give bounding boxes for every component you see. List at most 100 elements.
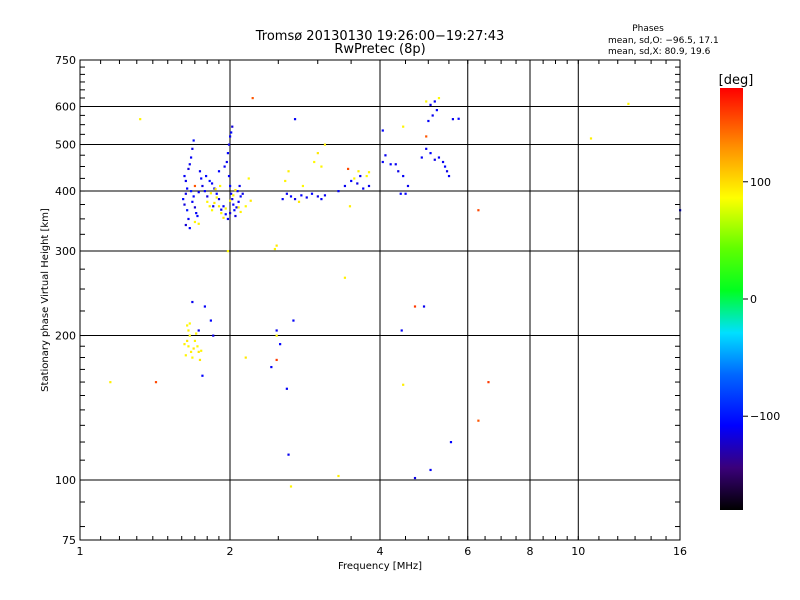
data-point — [226, 217, 230, 221]
data-point — [346, 167, 350, 171]
data-point — [188, 163, 191, 166]
data-point — [239, 195, 242, 198]
y-tick-labels: 75 100 200 300 400 500 600 750 — [55, 54, 76, 547]
data-point — [402, 383, 405, 386]
data-point — [200, 349, 203, 352]
data-point — [589, 137, 593, 140]
y-tick-label: 100 — [55, 474, 76, 487]
data-point — [425, 135, 428, 138]
data-point — [182, 198, 185, 201]
y-tick-label: 200 — [55, 330, 76, 343]
data-point — [191, 300, 194, 304]
data-point — [420, 156, 423, 159]
data-point — [413, 305, 417, 308]
data-point — [381, 129, 384, 132]
data-point — [217, 198, 221, 201]
plot-frame — [79, 59, 681, 541]
data-point — [287, 170, 290, 173]
phases-mean-x: mean, sd,X: 80.9, 19.6 — [608, 47, 711, 57]
data-point — [425, 100, 428, 103]
data-point — [187, 345, 190, 348]
data-point — [437, 97, 441, 100]
data-point — [232, 203, 235, 206]
data-point — [394, 163, 397, 166]
data-point — [201, 184, 204, 188]
data-point — [429, 152, 432, 155]
data-point — [275, 334, 278, 337]
data-point — [186, 339, 189, 343]
data-point — [234, 189, 237, 192]
y-tick-label: 750 — [55, 54, 76, 67]
data-point — [445, 170, 449, 173]
y-axis-label: Stationary phase Virtual Height [km] — [40, 208, 51, 392]
data-point — [203, 190, 206, 193]
data-point — [451, 118, 455, 121]
data-point — [365, 174, 368, 178]
data-point — [275, 358, 278, 362]
data-point — [139, 118, 142, 121]
chart-title: Tromsø 20130130 19:26:00−19:27:43 — [255, 29, 505, 44]
data-point — [184, 179, 187, 183]
y-tick-label: 75 — [62, 534, 76, 547]
data-point — [487, 381, 490, 384]
data-point — [313, 160, 316, 164]
data-point — [285, 387, 288, 390]
data-point — [230, 131, 233, 134]
data-point — [215, 192, 218, 195]
data-point — [275, 329, 278, 332]
data-point — [413, 476, 417, 480]
data-point — [210, 209, 214, 212]
data-point — [189, 350, 193, 353]
data-point — [229, 199, 232, 202]
data-point — [270, 365, 273, 369]
data-point — [189, 190, 193, 193]
x-tick-label: 4 — [377, 545, 384, 558]
data-point — [186, 209, 189, 212]
data-point — [320, 198, 323, 201]
data-point — [187, 167, 190, 171]
x-tick-label: 10 — [571, 545, 585, 558]
x-tick-label: 2 — [227, 545, 234, 558]
data-point — [195, 332, 198, 335]
data-point — [231, 125, 234, 128]
data-point — [281, 198, 284, 201]
data-point — [275, 244, 278, 247]
colorbar-tick-label: 100 — [750, 176, 771, 189]
data-point — [337, 474, 340, 478]
data-point — [213, 187, 216, 190]
data-point — [186, 324, 189, 327]
data-point — [208, 205, 211, 208]
data-point — [249, 199, 252, 202]
data-point — [323, 194, 327, 197]
data-point — [212, 334, 215, 337]
data-point — [350, 179, 353, 183]
data-point — [230, 192, 233, 195]
data-point — [184, 354, 187, 357]
data-point — [193, 206, 197, 209]
data-point — [192, 139, 195, 142]
data-points — [109, 97, 682, 488]
data-point — [292, 319, 295, 322]
data-point — [196, 214, 199, 218]
data-point — [348, 205, 352, 208]
data-point — [247, 177, 250, 180]
data-point — [284, 179, 287, 183]
data-point — [225, 160, 228, 164]
data-point — [289, 485, 293, 488]
data-point — [198, 358, 202, 362]
data-point — [154, 381, 158, 384]
x-axis-label: Frequency [MHz] — [338, 561, 422, 572]
data-point — [367, 171, 371, 174]
data-point — [289, 195, 293, 198]
data-point — [184, 192, 187, 195]
data-point — [367, 184, 371, 188]
data-point — [384, 154, 387, 157]
data-point — [188, 322, 191, 325]
data-point — [433, 158, 436, 161]
data-point — [232, 194, 235, 197]
data-point — [237, 200, 240, 203]
data-point — [197, 329, 200, 332]
data-point — [359, 174, 362, 178]
